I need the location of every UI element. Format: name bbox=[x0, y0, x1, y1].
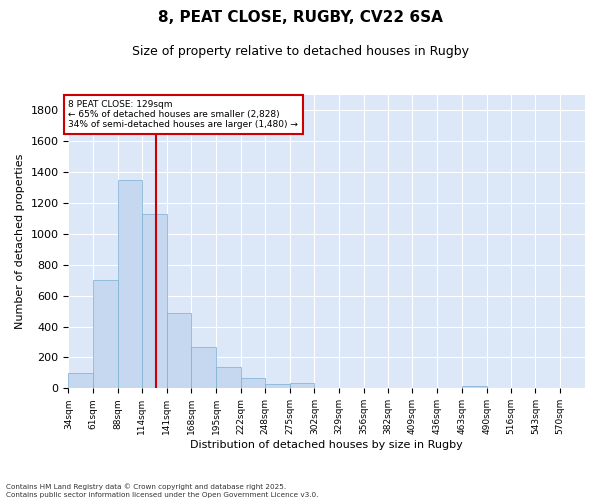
X-axis label: Distribution of detached houses by size in Rugby: Distribution of detached houses by size … bbox=[190, 440, 463, 450]
Bar bbox=[462, 386, 487, 388]
Bar bbox=[191, 346, 216, 389]
Bar bbox=[216, 366, 241, 388]
Bar bbox=[290, 383, 314, 388]
Text: Size of property relative to detached houses in Rugby: Size of property relative to detached ho… bbox=[131, 45, 469, 58]
Text: 8 PEAT CLOSE: 129sqm
← 65% of detached houses are smaller (2,828)
34% of semi-de: 8 PEAT CLOSE: 129sqm ← 65% of detached h… bbox=[68, 100, 298, 130]
Bar bbox=[265, 384, 290, 388]
Bar bbox=[142, 214, 167, 388]
Bar bbox=[68, 373, 93, 388]
Bar bbox=[241, 378, 265, 388]
Text: Contains HM Land Registry data © Crown copyright and database right 2025.
Contai: Contains HM Land Registry data © Crown c… bbox=[6, 484, 319, 498]
Bar bbox=[93, 280, 118, 388]
Bar bbox=[118, 180, 142, 388]
Text: 8, PEAT CLOSE, RUGBY, CV22 6SA: 8, PEAT CLOSE, RUGBY, CV22 6SA bbox=[158, 10, 442, 25]
Bar bbox=[167, 312, 191, 388]
Y-axis label: Number of detached properties: Number of detached properties bbox=[15, 154, 25, 330]
